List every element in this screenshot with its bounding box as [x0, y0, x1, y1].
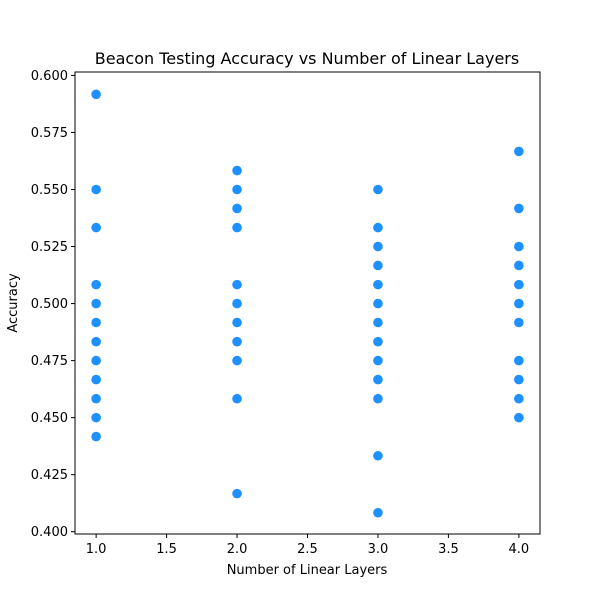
data-point: [514, 279, 524, 290]
data-point: [91, 89, 101, 100]
data-point: [373, 184, 383, 195]
data-point: [232, 279, 242, 290]
data-point: [373, 355, 383, 366]
x-tick-label: 3.5: [438, 542, 459, 557]
y-tick-label: 0.500: [31, 297, 68, 312]
data-point: [232, 184, 242, 195]
data-point: [91, 355, 101, 366]
y-axis-ticks: 0.400 0.425 0.450 0.475 0.500 0.525 0.550 0.575…: [31, 69, 75, 540]
y-axis-label: Accuracy: [6, 273, 21, 333]
data-point: [373, 336, 383, 347]
data-point: [373, 222, 383, 233]
data-point: [514, 298, 524, 309]
y-tick-label: 0.600: [31, 69, 68, 84]
data-point: [91, 393, 101, 404]
data-point: [373, 507, 383, 518]
data-point: [91, 298, 101, 309]
data-point: [232, 165, 242, 176]
data-point: [514, 412, 524, 423]
data-point: [514, 241, 524, 252]
x-tick-label: 1.0: [86, 542, 107, 557]
data-point: [91, 279, 101, 290]
data-point: [514, 317, 524, 328]
data-point: [514, 203, 524, 214]
plot-area-frame: [74, 71, 541, 535]
data-point: [514, 355, 524, 366]
data-point: [91, 184, 101, 195]
data-point: [91, 222, 101, 233]
data-point: [373, 393, 383, 404]
data-point: [91, 336, 101, 347]
y-tick-label: 0.550: [31, 183, 68, 198]
data-point: [373, 450, 383, 461]
data-point: [232, 317, 242, 328]
y-tick-label: 0.525: [31, 240, 68, 255]
x-tick-label: 3.0: [368, 542, 389, 557]
data-point: [91, 431, 101, 442]
data-point: [232, 336, 242, 347]
y-tick-label: 0.400: [31, 525, 68, 540]
data-point: [373, 279, 383, 290]
data-point: [514, 393, 524, 404]
x-tick-label: 2.5: [297, 542, 318, 557]
data-point: [514, 374, 524, 385]
data-point: [232, 488, 242, 499]
y-tick-label: 0.575: [31, 126, 68, 141]
data-point: [232, 393, 242, 404]
data-points: [91, 89, 524, 518]
data-point: [91, 317, 101, 328]
data-point: [91, 374, 101, 385]
y-tick-label: 0.425: [31, 468, 68, 483]
x-tick-label: 2.0: [227, 542, 248, 557]
x-axis-ticks: 1.0 1.5 2.0 2.5 3.0 3.5 4.0: [86, 534, 529, 557]
y-tick-label: 0.450: [31, 411, 68, 426]
chart-title: Beacon Testing Accuracy vs Number of Lin…: [95, 49, 519, 68]
data-point: [232, 203, 242, 214]
x-tick-label: 1.5: [156, 542, 177, 557]
data-point: [91, 412, 101, 423]
data-point: [232, 298, 242, 309]
data-point: [373, 374, 383, 385]
data-point: [373, 317, 383, 328]
data-point: [373, 241, 383, 252]
data-point: [373, 260, 383, 271]
data-point: [232, 355, 242, 366]
data-point: [373, 298, 383, 309]
data-point: [514, 146, 524, 157]
x-axis-label: Number of Linear Layers: [227, 563, 388, 578]
data-point: [232, 222, 242, 233]
y-tick-label: 0.475: [31, 354, 68, 369]
data-point: [514, 260, 524, 271]
x-tick-label: 4.0: [509, 542, 530, 557]
